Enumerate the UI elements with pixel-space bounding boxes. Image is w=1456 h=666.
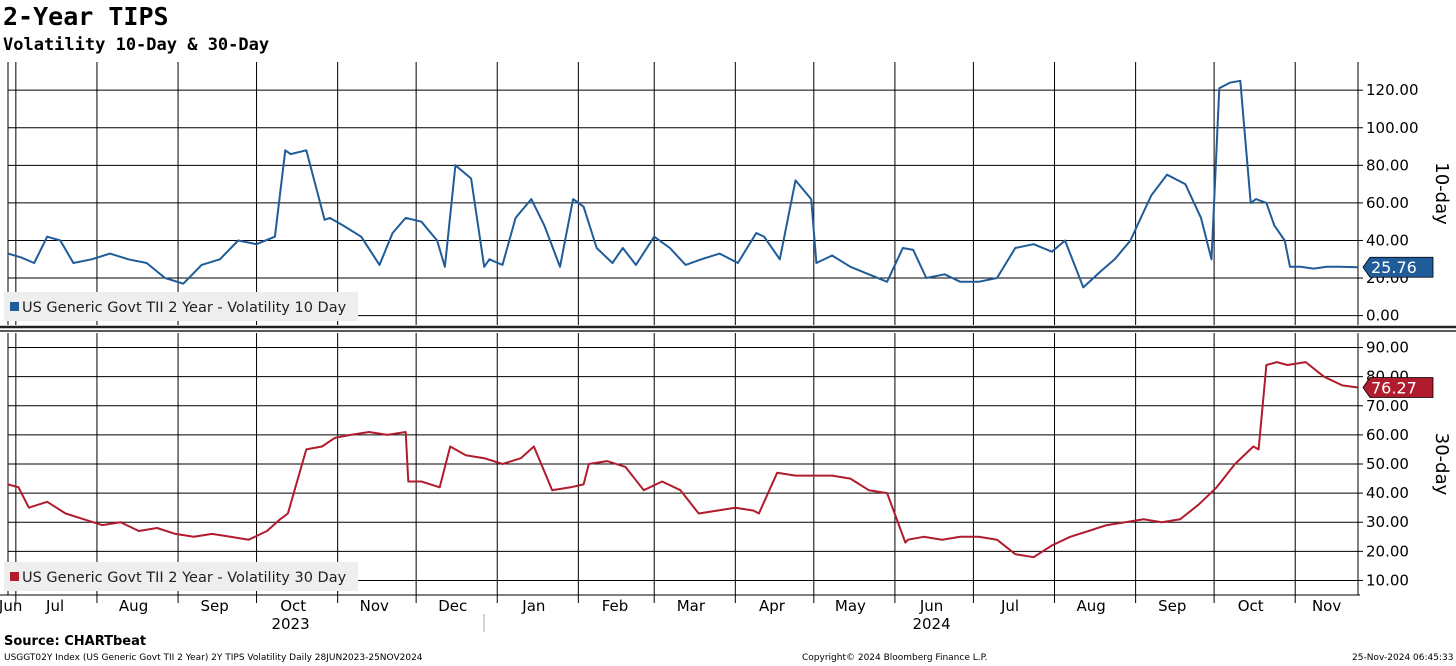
y-tick-label: 90.00 [1366, 339, 1409, 357]
legend-box [4, 292, 358, 321]
series-line [7, 79, 1359, 289]
y-tick-label: 60.00 [1366, 194, 1409, 212]
axes [0, 62, 1456, 632]
x-tick-label: Jun [0, 597, 22, 615]
y-tick-label: 60.00 [1366, 426, 1409, 444]
x-tick-label: Nov [1312, 597, 1341, 615]
x-tick-label: Jun [919, 597, 943, 615]
footer-copyright: Copyright© 2024 Bloomberg Finance L.P. [802, 653, 988, 663]
x-tick-label: Jul [1000, 597, 1019, 615]
series-lines [7, 79, 1359, 559]
x-tick-label: Jul [45, 597, 64, 615]
x-tick-label: Nov [360, 597, 389, 615]
x-tick-label: Feb [602, 597, 629, 615]
y-tick-label: 40.00 [1366, 231, 1409, 249]
legend-label: US Generic Govt TII 2 Year - Volatility … [22, 300, 347, 316]
x-tick-label: Sep [1158, 597, 1186, 615]
y-tick-label: 20.00 [1366, 542, 1409, 560]
axis-labels: 0.00 20.00 40.00 60.00 80.00 100.00 120.00 10-d… [0, 81, 1452, 633]
x-tick-label: Mar [677, 597, 706, 615]
top-panel-grid [7, 62, 1358, 325]
x-tick-label: Jan [521, 597, 545, 615]
chart-title: 2-Year TIPS [3, 2, 169, 31]
x-tick-label: Aug [1076, 597, 1105, 615]
y-tick-label: 100.00 [1366, 119, 1419, 137]
x-tick-label: Apr [759, 597, 786, 615]
year-label: 2023 [271, 615, 309, 633]
legend-label: US Generic Govt TII 2 Year - Volatility … [22, 570, 347, 586]
last-value-label: 25.76 [1371, 258, 1417, 277]
last-value-flag [1362, 377, 1434, 398]
bottom-panel-grid [7, 333, 1358, 595]
y-tick-label: 30.00 [1366, 513, 1409, 531]
y-tick-label: 0.00 [1366, 307, 1399, 325]
y-tick-label: 120.00 [1366, 81, 1419, 99]
y-tick-label: 70.00 [1366, 397, 1409, 415]
y-tick-label: 40.00 [1366, 484, 1409, 502]
y-axis-title: 30-day [1431, 433, 1452, 496]
footer-timestamp: 25-Nov-2024 06:45:33 [1352, 653, 1454, 663]
legend-swatch [10, 302, 19, 311]
x-tick-label: Aug [119, 597, 148, 615]
x-tick-label: Dec [438, 597, 467, 615]
x-tick-label: Oct [280, 597, 306, 615]
x-tick-label: Oct [1238, 597, 1264, 615]
y-axis-title: 10-day [1431, 162, 1452, 225]
source-note: Source: CHARTbeat [4, 634, 147, 649]
y-tick-label: 80.00 [1366, 156, 1409, 174]
y-tick-label: 50.00 [1366, 455, 1409, 473]
chart-subtitle: Volatility 10-Day & 30-Day [3, 35, 270, 55]
last-value-flag [1362, 256, 1434, 278]
footer-description: USGGT02Y Index (US Generic Govt TII 2 Ye… [4, 653, 423, 663]
y-tick-label: 10.00 [1366, 571, 1409, 589]
last-value-label: 76.27 [1371, 379, 1417, 398]
legend-box [4, 562, 358, 591]
legend-swatch [10, 572, 19, 581]
series-line [7, 361, 1359, 559]
year-label: 2024 [912, 615, 950, 633]
x-tick-label: May [835, 597, 866, 615]
x-tick-label: Sep [201, 597, 229, 615]
